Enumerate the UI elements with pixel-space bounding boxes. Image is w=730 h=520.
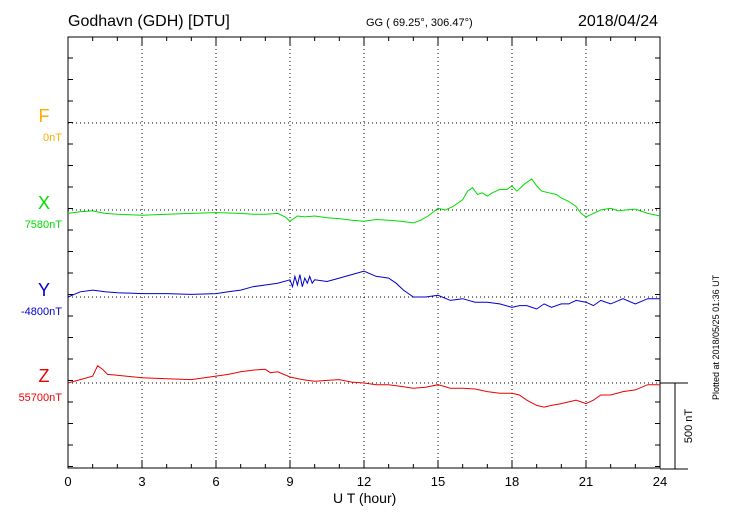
x-tick-label: 18 (505, 474, 519, 489)
series-label-f: F (39, 106, 50, 126)
plot-date: 2018/04/24 (578, 13, 659, 30)
series-baseline-x: 7580nT (25, 219, 63, 231)
series-label-z: Z (39, 366, 50, 386)
geo-coordinates: GG ( 69.25°, 306.47°) (366, 17, 473, 29)
x-tick-label: 24 (653, 474, 667, 489)
x-axis-label: U T (hour) (333, 490, 397, 506)
x-tick-label: 0 (64, 474, 71, 489)
x-tick-label: 9 (286, 474, 293, 489)
series-baseline-f: 0nT (43, 132, 62, 144)
series-baseline-z: 55700nT (19, 392, 63, 404)
station-title: Godhavn (GDH) [DTU] (68, 13, 230, 30)
x-tick-label: 6 (212, 474, 219, 489)
x-tick-label: 15 (431, 474, 445, 489)
series-label-y: Y (38, 280, 50, 300)
x-tick-label: 12 (357, 474, 371, 489)
series-line-y (67, 270, 660, 310)
series-line-x (67, 178, 661, 224)
series-line-z (67, 365, 660, 408)
scale-bar-label: 500 nT (683, 409, 695, 444)
x-tick-label: 3 (138, 474, 145, 489)
series-baseline-y: -4800nT (21, 306, 62, 318)
series-label-x: X (38, 193, 50, 213)
x-tick-label: 21 (579, 474, 593, 489)
